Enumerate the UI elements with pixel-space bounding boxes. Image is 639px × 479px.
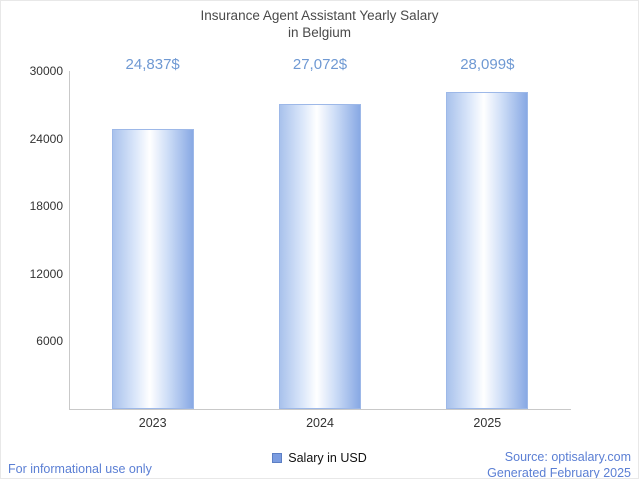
generated-date: Generated February 2025 bbox=[487, 466, 631, 479]
chart-title-line1: Insurance Agent Assistant Yearly Salary bbox=[200, 8, 439, 23]
value-label-2023: 24,837$ bbox=[125, 56, 180, 73]
y-tick-label: 30000 bbox=[29, 64, 63, 78]
chart-title: Insurance Agent Assistant Yearly Salary … bbox=[1, 7, 638, 41]
y-axis-line bbox=[69, 71, 70, 409]
disclaimer-text: For informational use only bbox=[8, 462, 152, 476]
chart-legend: Salary in USD bbox=[1, 451, 638, 465]
x-tick-label-2023: 2023 bbox=[138, 416, 167, 430]
y-tick-label: 18000 bbox=[29, 199, 63, 214]
value-label-2025: 28,099$ bbox=[460, 56, 515, 73]
y-tick-label: 24000 bbox=[29, 131, 63, 146]
legend-swatch bbox=[272, 453, 283, 463]
bar-2023 bbox=[111, 129, 194, 409]
bar-2024 bbox=[279, 103, 361, 409]
value-label-2024: 27,072$ bbox=[292, 56, 348, 73]
source-link[interactable]: Source: optisalary.com bbox=[504, 450, 631, 464]
x-tick-label-2025: 2025 bbox=[473, 416, 502, 430]
source-block: Source: optisalary.com Generated Februar… bbox=[487, 449, 631, 479]
legend-label: Salary in USD bbox=[288, 451, 367, 465]
chart-title-line2: in Belgium bbox=[287, 25, 352, 40]
y-tick-label: 6000 bbox=[36, 334, 63, 349]
y-tick-label: 12000 bbox=[29, 266, 63, 281]
x-tick-label-2024: 2024 bbox=[306, 416, 334, 430]
x-axis-line bbox=[69, 409, 571, 410]
bar-2025 bbox=[446, 92, 529, 409]
